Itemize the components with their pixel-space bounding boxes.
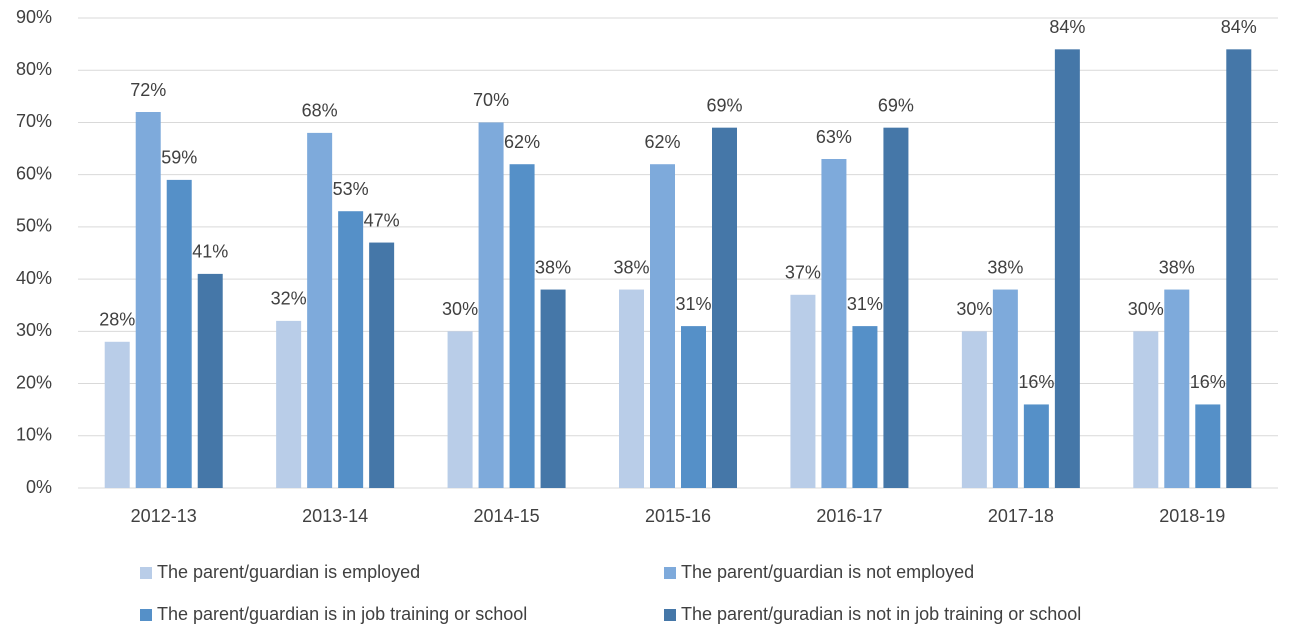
legend-swatch bbox=[664, 567, 676, 579]
legend-label: The parent/guardian is not employed bbox=[681, 562, 974, 582]
data-label: 84% bbox=[1221, 17, 1257, 37]
y-tick-label: 60% bbox=[16, 163, 52, 183]
legend-label: The parent/guardian is in job training o… bbox=[157, 604, 527, 624]
bar bbox=[135, 112, 161, 488]
x-tick-label: 2017-18 bbox=[988, 506, 1054, 526]
data-label: 31% bbox=[675, 294, 711, 314]
bar bbox=[961, 331, 987, 488]
data-label: 38% bbox=[987, 257, 1023, 277]
bar bbox=[197, 273, 223, 488]
x-tick-label: 2012-13 bbox=[131, 506, 197, 526]
bar bbox=[540, 289, 566, 488]
data-label: 30% bbox=[956, 299, 992, 319]
bar bbox=[104, 341, 130, 488]
bar bbox=[650, 164, 675, 488]
x-tick-label: 2014-15 bbox=[474, 506, 540, 526]
legend-swatch bbox=[140, 609, 152, 621]
data-label: 30% bbox=[442, 299, 478, 319]
data-label: 59% bbox=[161, 148, 197, 168]
x-tick-label: 2016-17 bbox=[816, 506, 882, 526]
bar bbox=[276, 320, 302, 488]
bar bbox=[369, 242, 395, 488]
bar bbox=[1054, 49, 1080, 488]
bar bbox=[852, 326, 878, 488]
legend-label: The parent/guardian is employed bbox=[157, 562, 420, 582]
y-tick-label: 0% bbox=[26, 477, 52, 497]
data-label: 38% bbox=[613, 257, 649, 277]
data-label: 84% bbox=[1049, 17, 1085, 37]
data-label: 38% bbox=[1159, 257, 1195, 277]
data-label: 16% bbox=[1190, 372, 1226, 392]
data-label: 70% bbox=[473, 90, 509, 110]
bar bbox=[447, 331, 473, 488]
y-tick-label: 20% bbox=[16, 372, 52, 392]
data-label: 31% bbox=[847, 294, 883, 314]
legend-swatch bbox=[140, 567, 152, 579]
data-label: 16% bbox=[1018, 372, 1054, 392]
legend-label: The parent/guradian is not in job traini… bbox=[681, 604, 1081, 624]
y-tick-label: 30% bbox=[16, 320, 52, 340]
y-tick-label: 40% bbox=[16, 268, 52, 288]
y-tick-label: 10% bbox=[16, 425, 52, 445]
data-label: 30% bbox=[1128, 299, 1164, 319]
bar bbox=[478, 122, 504, 488]
bar bbox=[712, 127, 737, 489]
bar bbox=[992, 289, 1018, 488]
legend-swatch bbox=[664, 609, 676, 621]
data-label: 47% bbox=[364, 210, 400, 230]
x-tick-label: 2015-16 bbox=[645, 506, 711, 526]
bar bbox=[790, 294, 816, 488]
bar bbox=[1195, 404, 1221, 488]
bar bbox=[1164, 289, 1190, 488]
bar bbox=[821, 159, 847, 488]
data-label: 62% bbox=[644, 132, 680, 152]
data-label: 32% bbox=[271, 289, 307, 309]
bar bbox=[1226, 49, 1252, 488]
data-label: 53% bbox=[333, 179, 369, 199]
data-label: 63% bbox=[816, 127, 852, 147]
data-label: 68% bbox=[302, 101, 338, 121]
bar bbox=[883, 127, 909, 489]
data-label: 72% bbox=[130, 80, 166, 100]
data-label: 38% bbox=[535, 257, 571, 277]
data-label: 28% bbox=[99, 310, 135, 330]
bar bbox=[1023, 404, 1049, 488]
y-tick-label: 90% bbox=[16, 7, 52, 27]
y-tick-label: 50% bbox=[16, 216, 52, 236]
x-tick-label: 2018-19 bbox=[1159, 506, 1225, 526]
bar bbox=[509, 164, 535, 488]
data-label: 69% bbox=[878, 95, 914, 115]
bar bbox=[307, 132, 333, 488]
data-label: 37% bbox=[785, 263, 821, 283]
data-label: 62% bbox=[504, 132, 540, 152]
data-label: 41% bbox=[192, 242, 228, 262]
bar bbox=[619, 289, 644, 488]
data-label: 69% bbox=[706, 95, 742, 115]
y-tick-label: 70% bbox=[16, 111, 52, 131]
bar bbox=[1133, 331, 1159, 488]
bar bbox=[338, 211, 364, 488]
bar bbox=[681, 326, 706, 488]
x-tick-label: 2013-14 bbox=[302, 506, 368, 526]
bar bbox=[166, 179, 192, 488]
y-tick-label: 80% bbox=[16, 59, 52, 79]
